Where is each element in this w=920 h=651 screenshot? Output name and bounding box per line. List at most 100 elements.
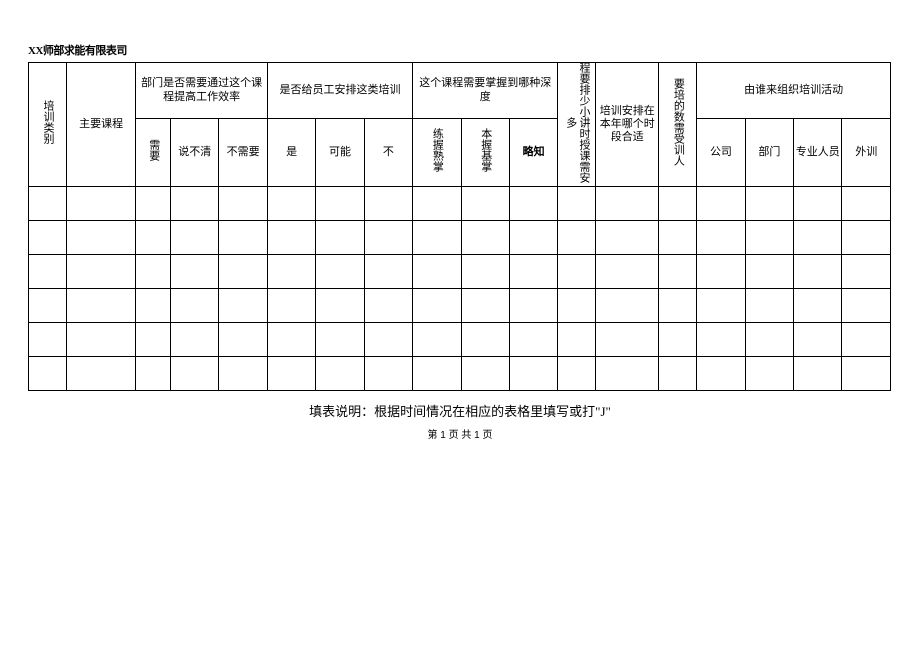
- document-title: XX师部求能有限表司: [28, 42, 892, 58]
- table-cell: [558, 323, 596, 357]
- table-cell: [413, 357, 461, 391]
- table-cell: [659, 323, 697, 357]
- table-cell: [267, 289, 315, 323]
- sub-need-no: 不需要: [219, 119, 267, 187]
- table-cell: [461, 289, 509, 323]
- table-cell: [558, 357, 596, 391]
- table-cell: [659, 221, 697, 255]
- table-cell: [171, 357, 219, 391]
- table-cell: [267, 187, 315, 221]
- table-cell: [509, 221, 557, 255]
- table-cell: [794, 187, 842, 221]
- pager-text: 第 1 页 共 1 页: [28, 426, 892, 441]
- table-cell: [697, 357, 745, 391]
- sub-depth-practice: 练握熟掌: [413, 119, 461, 187]
- table-cell: [267, 221, 315, 255]
- col-category: 培训类别: [29, 63, 67, 187]
- table-cell: [558, 255, 596, 289]
- table-cell: [509, 255, 557, 289]
- table-cell: [461, 323, 509, 357]
- table-cell: [171, 289, 219, 323]
- table-cell: [364, 289, 412, 323]
- table-cell: [136, 221, 171, 255]
- table-cell: [364, 357, 412, 391]
- table-cell: [316, 357, 364, 391]
- table-cell: [596, 289, 659, 323]
- table-cell: [29, 323, 67, 357]
- sub-arr-no: 不: [364, 119, 412, 187]
- group-arrange: 是否给员工安排这类培训: [267, 63, 412, 119]
- table-cell: [461, 255, 509, 289]
- col-course: 主要课程: [66, 63, 135, 187]
- table-cell: [461, 221, 509, 255]
- table-cell: [413, 187, 461, 221]
- table-cell: [364, 323, 412, 357]
- table-cell: [461, 357, 509, 391]
- table-cell: [745, 187, 793, 221]
- col-hours: 程要排少小讲时授课需安多: [558, 63, 596, 187]
- table-cell: [66, 323, 135, 357]
- table-cell: [745, 357, 793, 391]
- table-cell: [794, 357, 842, 391]
- table-cell: [219, 289, 267, 323]
- page-container: XX师部求能有限表司 培训类别 主要课程 部门是否需要通过这个课程提高工作: [0, 0, 920, 441]
- table-cell: [267, 323, 315, 357]
- table-cell: [745, 221, 793, 255]
- table-cell: [558, 289, 596, 323]
- table-cell: [66, 255, 135, 289]
- sub-org-pro: 专业人员: [794, 119, 842, 187]
- sub-need-unclear: 说不清: [171, 119, 219, 187]
- table-cell: [219, 255, 267, 289]
- table-cell: [509, 187, 557, 221]
- table-cell: [29, 289, 67, 323]
- table-cell: [794, 323, 842, 357]
- table-cell: [316, 221, 364, 255]
- sub-depth-brief: 略知: [509, 119, 557, 187]
- table-cell: [136, 187, 171, 221]
- table-row: [29, 255, 891, 289]
- table-cell: [509, 289, 557, 323]
- table-cell: [413, 323, 461, 357]
- table-cell: [842, 357, 891, 391]
- table-cell: [558, 221, 596, 255]
- table-cell: [219, 187, 267, 221]
- table-cell: [659, 187, 697, 221]
- table-cell: [461, 187, 509, 221]
- footnote-text: 填表说明：根据时间情况在相应的表格里填写或打"J": [28, 401, 892, 420]
- col-trainees: 要培的数需受训人: [659, 63, 697, 187]
- table-row: [29, 323, 891, 357]
- table-cell: [659, 357, 697, 391]
- table-cell: [29, 357, 67, 391]
- table-row: [29, 221, 891, 255]
- table-cell: [509, 323, 557, 357]
- table-cell: [219, 357, 267, 391]
- group-dept-need: 部门是否需要通过这个课程提高工作效率: [136, 63, 268, 119]
- table-cell: [413, 221, 461, 255]
- training-table: 培训类别 主要课程 部门是否需要通过这个课程提高工作效率 是否给员工安排这类培训…: [28, 62, 891, 391]
- sub-arr-maybe: 可能: [316, 119, 364, 187]
- header-row-2: 需要 说不清 不需要 是 可能 不 练握熟掌 本握基掌 略知 公司 部门 专业人…: [29, 119, 891, 187]
- table-cell: [842, 255, 891, 289]
- table-cell: [66, 221, 135, 255]
- table-cell: [29, 255, 67, 289]
- table-cell: [29, 187, 67, 221]
- table-cell: [842, 323, 891, 357]
- table-cell: [842, 221, 891, 255]
- table-cell: [413, 289, 461, 323]
- table-cell: [596, 357, 659, 391]
- table-cell: [596, 187, 659, 221]
- table-cell: [66, 289, 135, 323]
- table-row: [29, 187, 891, 221]
- table-cell: [697, 289, 745, 323]
- table-cell: [697, 221, 745, 255]
- table-cell: [745, 289, 793, 323]
- table-cell: [136, 289, 171, 323]
- sub-need-yes: 需要: [136, 119, 171, 187]
- table-cell: [842, 289, 891, 323]
- table-cell: [136, 323, 171, 357]
- table-cell: [509, 357, 557, 391]
- sub-org-dept: 部门: [745, 119, 793, 187]
- sub-org-company: 公司: [697, 119, 745, 187]
- table-cell: [842, 187, 891, 221]
- table-cell: [364, 255, 412, 289]
